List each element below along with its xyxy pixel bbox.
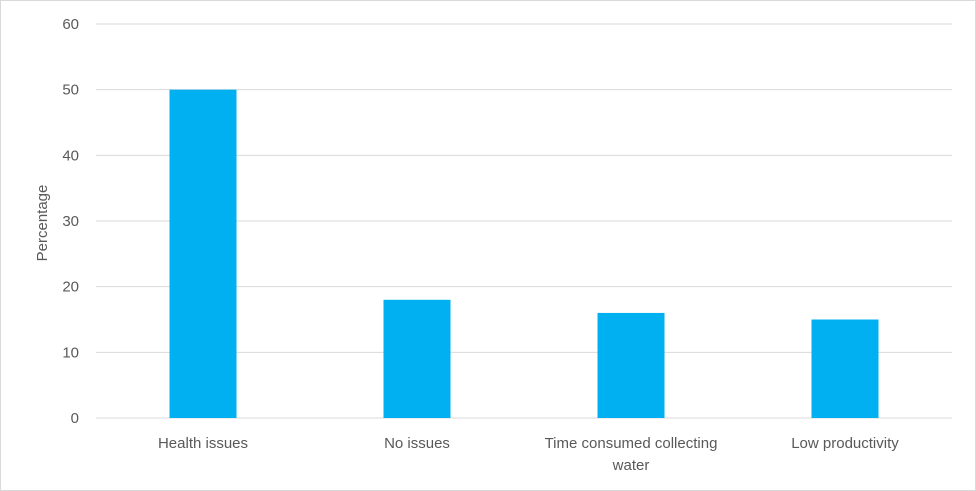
y-tick-label: 30	[62, 213, 79, 230]
y-tick-label: 50	[62, 82, 79, 99]
gridlines	[96, 23, 952, 419]
y-axis-title: Percentage	[34, 185, 51, 262]
y-tick-label: 40	[62, 147, 79, 164]
bar	[597, 312, 665, 418]
bar	[383, 299, 451, 418]
x-category-label: Low productivity	[791, 435, 899, 452]
bars	[169, 89, 879, 419]
bar	[811, 319, 879, 418]
y-tick-label: 0	[71, 410, 79, 427]
x-category-label: Health issues	[158, 435, 248, 452]
y-axis-ticks: 0 10 20 30 40 50 60	[62, 16, 79, 427]
x-category-label: No issues	[384, 435, 450, 452]
y-tick-label: 10	[62, 344, 79, 361]
x-category-label: Time consumed collecting water	[545, 435, 718, 474]
bar	[169, 89, 237, 419]
y-tick-label: 60	[62, 16, 79, 33]
y-tick-label: 20	[62, 279, 79, 296]
x-axis-labels: Health issues No issues Time consumed coll…	[158, 435, 899, 474]
